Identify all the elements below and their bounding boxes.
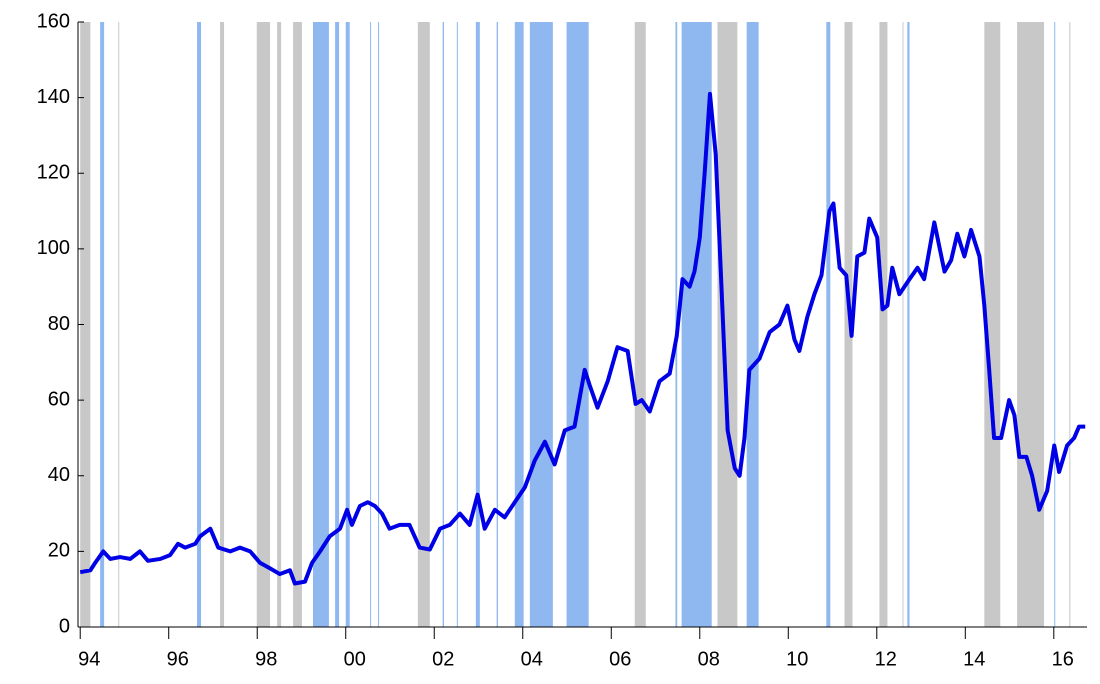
x-tick-label: 98	[255, 648, 277, 670]
shaded-period	[100, 22, 105, 627]
shaded-period	[879, 22, 888, 627]
x-tick-label: 94	[78, 648, 100, 670]
shaded-period	[496, 22, 498, 627]
shaded-period	[514, 22, 524, 627]
x-tick-label: 04	[521, 648, 543, 670]
shaded-period	[378, 22, 380, 627]
shaded-period	[118, 22, 120, 627]
x-tick-label: 16	[1052, 648, 1074, 670]
x-tick-label: 00	[344, 648, 366, 670]
y-tick-label: 0	[59, 615, 70, 637]
x-tick-label: 12	[875, 648, 897, 670]
shaded-period	[566, 22, 589, 627]
y-tick-label: 60	[48, 388, 70, 410]
shaded-period	[902, 22, 904, 627]
shaded-period	[984, 22, 1001, 627]
data-line	[79, 91, 1086, 586]
shaded-period	[442, 22, 444, 627]
y-tick-label: 120	[37, 162, 70, 184]
shaded-period	[456, 22, 458, 627]
y-tick-label: 160	[37, 10, 70, 32]
shaded-period	[256, 22, 271, 627]
shaded-period	[197, 22, 202, 627]
y-tick-label: 20	[48, 540, 70, 562]
shaded-period	[475, 22, 480, 627]
shaded-period	[844, 22, 853, 627]
shaded-period	[277, 22, 282, 627]
y-tick-label: 40	[48, 464, 70, 486]
x-tick-label: 14	[963, 648, 985, 670]
shaded-period	[80, 22, 91, 627]
shaded-period	[312, 22, 329, 627]
shaded-period	[746, 22, 759, 627]
shaded-period	[293, 22, 302, 627]
shaded-period	[335, 22, 340, 627]
shaded-period	[634, 22, 646, 627]
shaded-period	[417, 22, 430, 627]
y-tick-label: 140	[37, 86, 70, 108]
x-tick-label: 96	[167, 648, 189, 670]
shaded-period	[345, 22, 350, 627]
x-tick-label: 10	[786, 648, 808, 670]
shaded-period	[220, 22, 225, 627]
shaded-period	[1069, 22, 1071, 627]
y-tick-label: 80	[48, 313, 70, 335]
shaded-period	[826, 22, 831, 627]
shaded-period	[907, 22, 910, 627]
shaded-period	[370, 22, 372, 627]
x-tick-label: 06	[609, 648, 631, 670]
shaded-period	[1054, 22, 1056, 627]
x-tick-label: 08	[698, 648, 720, 670]
shaded-period	[1017, 22, 1045, 627]
shaded-period	[529, 22, 553, 627]
x-tick-label: 02	[432, 648, 454, 670]
shaded-period	[717, 22, 738, 627]
y-tick-label: 100	[37, 237, 70, 259]
